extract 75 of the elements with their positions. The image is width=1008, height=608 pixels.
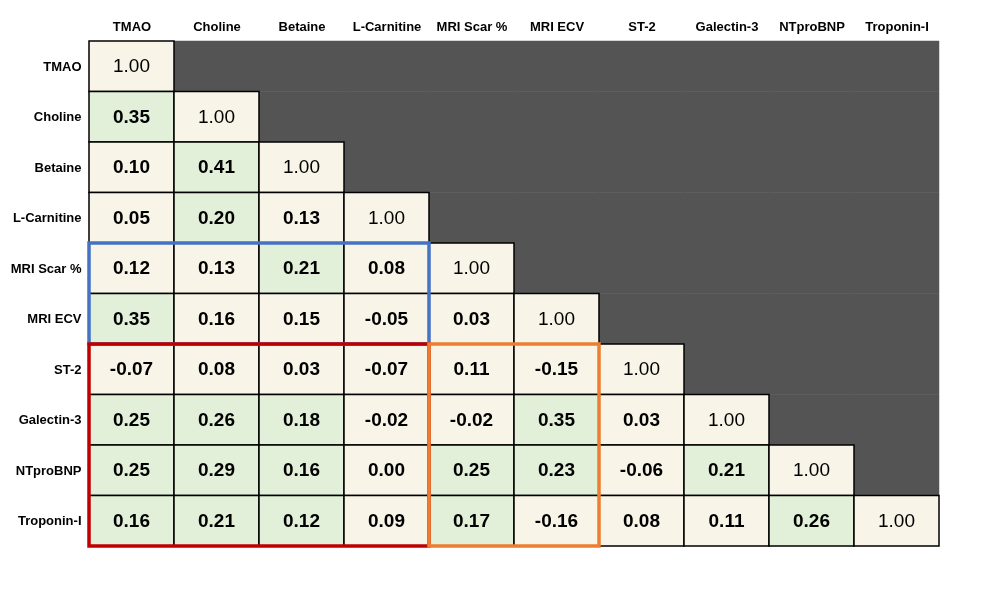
data-label: 0.25 <box>113 408 151 430</box>
data-label: -0.06 <box>619 459 664 481</box>
data-label: 0.35 <box>113 105 151 127</box>
data-label: 0.25 <box>113 459 151 481</box>
y-tick-label: NTproBNP <box>15 462 82 478</box>
x-tick-label: Betaine <box>278 18 326 34</box>
y-tick-label: MRI Scar % <box>10 260 82 276</box>
y-tick-label: L-Carnitine <box>12 210 82 226</box>
data-label: 0.12 <box>113 257 150 279</box>
data-label: 0.16 <box>113 509 150 531</box>
x-tick-label: ST-2 <box>628 18 656 34</box>
data-label: 1.00 <box>878 509 915 531</box>
data-label: 0.20 <box>198 206 235 228</box>
data-label: -0.07 <box>109 358 154 380</box>
data-label: 0.13 <box>283 206 320 228</box>
data-label: 1.00 <box>793 459 830 481</box>
data-label: 0.26 <box>793 509 830 531</box>
data-label: 1.00 <box>623 358 660 380</box>
x-tick-label: MRI ECV <box>529 18 585 34</box>
x-tick-label: Troponin-I <box>865 18 929 34</box>
data-label: 0.35 <box>113 307 151 329</box>
data-label: 0.21 <box>283 257 321 279</box>
x-tick-label: Galectin-3 <box>695 18 759 34</box>
y-tick-label: Galectin-3 <box>18 412 82 428</box>
x-tick-label: TMAO <box>112 18 152 34</box>
data-label: 0.08 <box>623 509 660 531</box>
data-label: 0.13 <box>198 257 235 279</box>
data-label: 0.03 <box>623 408 660 430</box>
data-label: 0.35 <box>538 408 576 430</box>
data-label: 1.00 <box>453 257 490 279</box>
data-label: 0.17 <box>453 509 490 531</box>
data-label: 0.11 <box>453 358 490 380</box>
data-label: 0.23 <box>538 459 575 481</box>
y-tick-label: ST-2 <box>54 361 82 377</box>
data-label: 0.21 <box>198 509 236 531</box>
data-label: 0.10 <box>113 156 150 178</box>
data-label: -0.02 <box>364 408 409 430</box>
data-label: 0.18 <box>283 408 320 430</box>
data-label: 0.05 <box>113 206 151 228</box>
data-label: 0.03 <box>283 358 320 380</box>
data-label: 0.12 <box>283 509 320 531</box>
data-label: 0.00 <box>368 459 405 481</box>
x-tick-label: MRI Scar % <box>436 18 508 34</box>
data-label: 0.11 <box>708 509 745 531</box>
data-label: 1.00 <box>113 55 150 77</box>
data-label: 0.15 <box>283 307 321 329</box>
x-tick-label: NTproBNP <box>779 18 846 34</box>
data-label: 1.00 <box>283 156 320 178</box>
x-tick-label: Choline <box>193 18 241 34</box>
y-tick-label: Betaine <box>34 159 82 175</box>
y-tick-label: MRI ECV <box>27 311 82 327</box>
data-label: 0.03 <box>453 307 490 329</box>
data-label: 1.00 <box>538 307 575 329</box>
data-label: -0.02 <box>449 408 494 430</box>
y-tick-label: Troponin-I <box>17 513 82 529</box>
data-label: 0.09 <box>368 509 405 531</box>
data-label: -0.16 <box>534 509 579 531</box>
x-tick-label: L-Carnitine <box>352 18 422 34</box>
y-tick-label: TMAO <box>43 58 82 74</box>
data-label: -0.07 <box>364 358 409 380</box>
data-label: 0.08 <box>368 257 405 279</box>
data-label: 0.21 <box>708 459 746 481</box>
data-label: 0.16 <box>198 307 235 329</box>
data-label: 0.29 <box>198 459 235 481</box>
data-label: 0.41 <box>198 156 236 178</box>
data-label: -0.05 <box>364 307 409 329</box>
data-label: 0.25 <box>453 459 491 481</box>
data-label: 1.00 <box>708 408 745 430</box>
data-label: 0.16 <box>283 459 320 481</box>
data-label: 1.00 <box>198 105 235 127</box>
data-label: 0.26 <box>198 408 235 430</box>
data-label: -0.15 <box>534 358 579 380</box>
y-tick-label: Choline <box>33 109 82 125</box>
data-label: 0.08 <box>198 358 235 380</box>
data-label: 1.00 <box>368 206 405 228</box>
